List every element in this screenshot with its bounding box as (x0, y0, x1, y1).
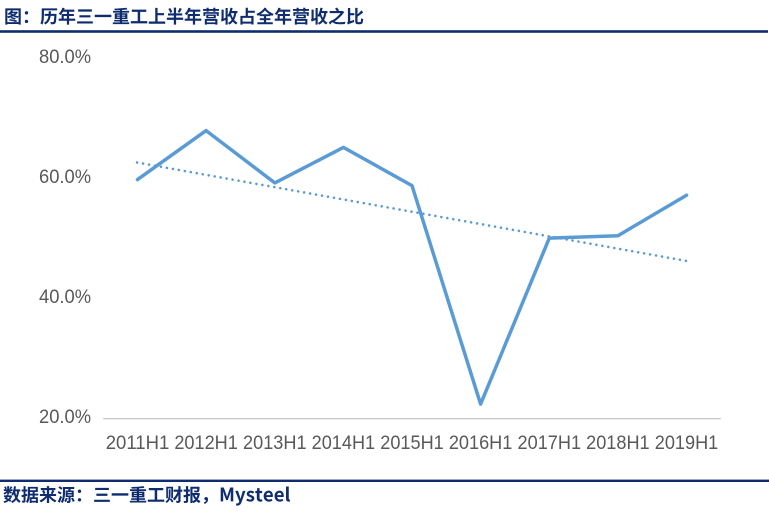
svg-text:40.0%: 40.0% (39, 286, 91, 308)
svg-text:2011H1: 2011H1 (106, 432, 170, 454)
svg-text:80.0%: 80.0% (39, 46, 91, 68)
svg-text:2012H1: 2012H1 (174, 432, 238, 454)
svg-text:60.0%: 60.0% (39, 166, 91, 188)
svg-text:20.0%: 20.0% (39, 406, 91, 428)
svg-text:2013H1: 2013H1 (243, 432, 307, 454)
svg-text:2018H1: 2018H1 (586, 432, 650, 454)
svg-text:2017H1: 2017H1 (518, 432, 582, 454)
svg-text:2014H1: 2014H1 (312, 432, 376, 454)
svg-text:2015H1: 2015H1 (380, 432, 444, 454)
svg-text:2019H1: 2019H1 (655, 432, 719, 454)
svg-text:2016H1: 2016H1 (449, 432, 513, 454)
